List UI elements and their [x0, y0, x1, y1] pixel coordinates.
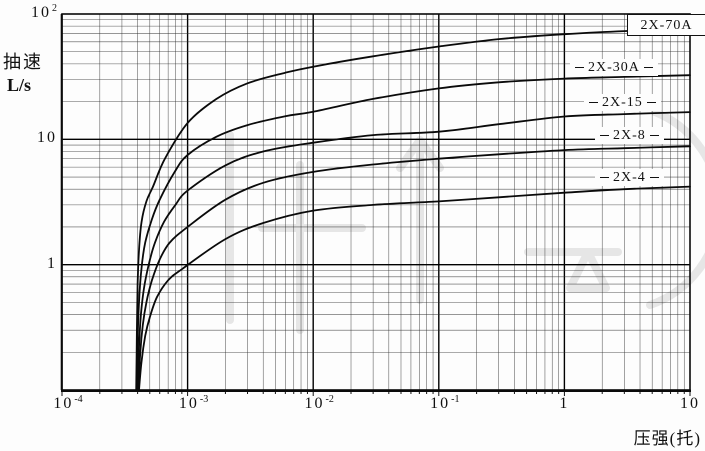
y-axis-title: 抽速	[3, 52, 43, 72]
x-tick-0.001: 10-3	[178, 394, 209, 413]
grid-lines	[62, 14, 690, 390]
x-tick-0.0001: 10-4	[53, 394, 83, 413]
x-tick-10: 10	[680, 395, 700, 412]
curve-2x-30a	[136, 74, 691, 391]
y-tick-100: 102	[31, 3, 57, 22]
curve-2x-4	[138, 185, 691, 391]
speed-curves	[135, 28, 691, 391]
x-tick-1: 1	[559, 395, 570, 412]
y-tick-1: 1	[47, 254, 57, 272]
curve-label-2x-70a: 2X-70A	[627, 14, 705, 36]
curve-label-2x-30a: 2X-30A	[570, 59, 658, 76]
curve-label-2x-8: 2X-8	[595, 127, 664, 144]
y-axis-unit: L/s	[7, 75, 32, 95]
x-tick-0.1: 10-1	[430, 394, 460, 413]
curve-2x-15	[136, 111, 691, 391]
y-tick-10: 10	[37, 129, 57, 147]
curve-2x-70a	[135, 28, 691, 391]
curve-2x-8	[137, 145, 691, 391]
curve-label-2x-15: 2X-15	[584, 94, 661, 111]
x-axis-title: 压强(托)	[633, 429, 701, 448]
curve-label-2x-4: 2X-4	[595, 169, 664, 186]
x-tick-0.01: 10-2	[304, 394, 334, 413]
